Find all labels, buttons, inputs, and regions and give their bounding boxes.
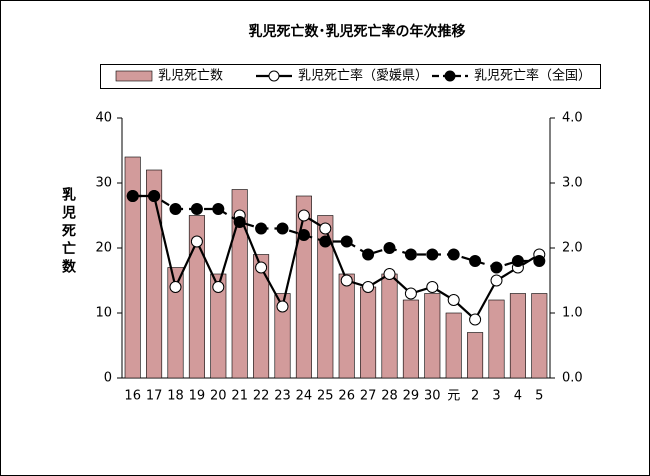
y-tick-label: 40 <box>95 111 112 126</box>
marker <box>190 203 203 215</box>
marker <box>404 287 417 300</box>
bar <box>317 215 334 379</box>
y2-tick-label: 1.0 <box>562 306 583 321</box>
marker <box>212 203 225 215</box>
x-tick-label: 2 <box>471 389 479 404</box>
y-tick-label: 30 <box>95 176 112 191</box>
marker <box>404 248 417 261</box>
marker <box>190 235 203 248</box>
bar <box>146 169 163 379</box>
bar <box>467 332 484 379</box>
legend-marker <box>268 70 280 82</box>
marker <box>255 222 268 235</box>
marker <box>340 235 353 248</box>
legend-label: 乳児死亡数 <box>158 69 223 84</box>
marker <box>233 216 246 228</box>
bar <box>124 156 141 379</box>
y-axis-label: 乳児死亡数 <box>60 186 77 277</box>
bar <box>381 273 398 379</box>
x-tick-label: 19 <box>189 389 206 404</box>
x-tick-label: 22 <box>253 389 270 404</box>
legend-marker <box>444 70 456 82</box>
x-tick-label: 23 <box>274 389 291 404</box>
x-tick-label: 25 <box>317 389 334 404</box>
marker <box>533 255 546 267</box>
y2-tick-label: 3.0 <box>562 176 583 191</box>
marker <box>469 255 482 267</box>
marker <box>383 242 396 254</box>
marker <box>340 274 353 287</box>
marker <box>255 261 268 274</box>
y2-tick-label: 2.0 <box>562 241 583 256</box>
marker <box>447 248 460 261</box>
bar <box>488 299 505 379</box>
x-tick-label: 30 <box>424 389 441 404</box>
bar <box>531 293 548 379</box>
line <box>132 194 540 269</box>
x-tick-label: 27 <box>360 389 377 404</box>
bar <box>338 273 355 379</box>
x-tick-label: 24 <box>296 389 313 404</box>
legend-swatch <box>115 70 153 82</box>
bar <box>295 195 312 379</box>
legend-label: 乳児死亡率（全国） <box>474 68 591 84</box>
marker <box>212 281 225 293</box>
bar <box>231 189 248 379</box>
x-tick-label: 20 <box>210 389 227 404</box>
bar <box>274 293 291 379</box>
marker <box>490 261 503 274</box>
marker <box>426 281 439 293</box>
bar <box>509 293 526 379</box>
bar <box>360 286 377 379</box>
marker <box>319 235 332 248</box>
x-tick-label: 17 <box>146 389 163 404</box>
chart-title: 乳児死亡数･乳児死亡率の年次推移 <box>249 23 466 40</box>
x-tick-label: 28 <box>381 389 398 404</box>
y-tick-label: 10 <box>95 306 112 321</box>
x-tick-label: 16 <box>124 389 141 404</box>
bar <box>445 312 462 379</box>
bar <box>402 299 419 379</box>
marker <box>469 313 482 326</box>
x-tick-label: 4 <box>514 389 522 404</box>
legend-label: 乳児死亡率（愛媛県） <box>298 68 428 84</box>
bar <box>424 293 441 379</box>
marker <box>362 281 375 293</box>
x-tick-label: 3 <box>492 389 500 404</box>
y-tick-label: 20 <box>95 241 112 256</box>
bar <box>167 267 184 379</box>
marker <box>126 190 139 202</box>
bar <box>188 215 205 379</box>
marker <box>383 268 396 280</box>
x-tick-label: 21 <box>231 389 248 404</box>
marker <box>362 248 375 261</box>
legend-box <box>100 64 601 89</box>
marker <box>447 294 460 306</box>
marker <box>169 203 182 215</box>
bar <box>253 254 270 379</box>
x-tick-label: 元 <box>447 389 460 404</box>
y2-tick-label: 0.0 <box>562 371 583 386</box>
marker <box>297 229 310 241</box>
marker <box>276 222 289 235</box>
marker <box>297 209 310 222</box>
marker <box>276 300 289 313</box>
x-tick-label: 5 <box>535 389 543 404</box>
marker <box>169 281 182 293</box>
x-tick-label: 18 <box>167 389 184 404</box>
y2-tick-label: 4.0 <box>562 111 583 126</box>
marker <box>490 274 503 287</box>
marker <box>319 222 332 235</box>
y-tick-label: 0 <box>104 371 112 386</box>
x-tick-label: 29 <box>403 389 420 404</box>
bar <box>210 273 227 379</box>
x-tick-label: 26 <box>338 389 355 404</box>
marker <box>148 190 161 202</box>
marker <box>511 255 524 267</box>
marker <box>426 248 439 261</box>
